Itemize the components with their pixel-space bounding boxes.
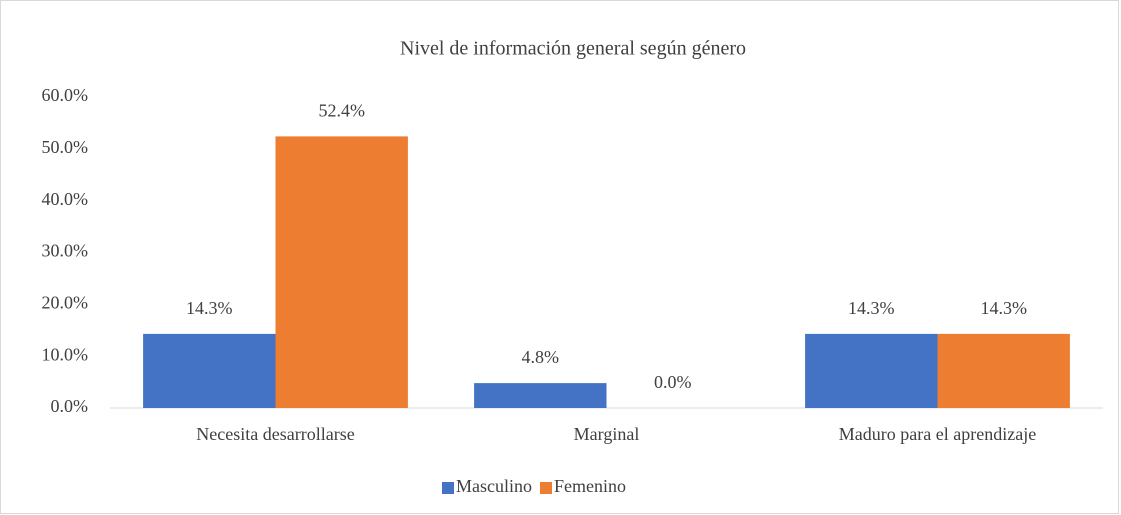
bar xyxy=(143,333,276,408)
legend-swatch xyxy=(442,482,454,494)
value-label: 52.4% xyxy=(318,101,365,121)
bar xyxy=(275,136,408,409)
x-tick-label: Maduro para el aprendizaje xyxy=(839,424,1036,444)
bar xyxy=(474,383,607,408)
y-tick-label: 30.0% xyxy=(42,241,89,261)
bar xyxy=(805,333,938,408)
bar xyxy=(937,333,1070,408)
y-tick-label: 50.0% xyxy=(42,137,89,157)
y-tick-label: 20.0% xyxy=(42,292,89,312)
chart-title: Nivel de información general según géner… xyxy=(400,38,746,60)
legend-label: Femenino xyxy=(554,476,626,496)
legend-label: Masculino xyxy=(456,476,532,496)
y-tick-label: 10.0% xyxy=(42,344,89,364)
y-tick-label: 40.0% xyxy=(42,189,89,209)
legend-swatch xyxy=(540,482,552,494)
value-label: 0.0% xyxy=(654,372,692,392)
value-label: 4.8% xyxy=(522,347,560,367)
x-tick-label: Necesita desarrollarse xyxy=(196,424,354,444)
value-label: 14.3% xyxy=(186,298,233,318)
value-label: 14.3% xyxy=(980,298,1027,318)
x-tick-label: Marginal xyxy=(574,424,640,444)
y-tick-label: 60.0% xyxy=(42,85,89,105)
value-label: 14.3% xyxy=(848,298,895,318)
y-tick-label: 0.0% xyxy=(51,396,89,416)
